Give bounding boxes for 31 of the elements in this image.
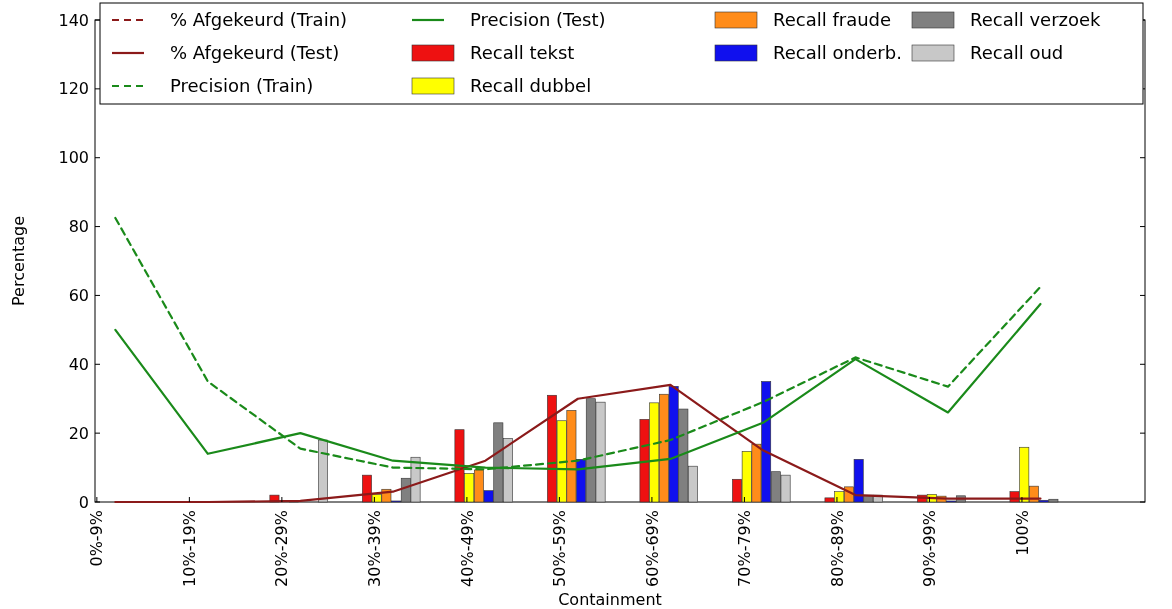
legend-label: Recall dubbel [470, 75, 592, 97]
x-axis-title: Containment [558, 590, 662, 609]
y-tick-label: 20 [68, 423, 89, 443]
legend-label: % Afgekeurd (Train) [170, 9, 348, 31]
x-tick-label: 20%-29% [272, 510, 292, 587]
y-tick-label: 40 [68, 354, 89, 374]
x-tick-label: 0%-9% [87, 510, 107, 567]
y-tick-label: 0 [78, 492, 89, 512]
x-tick-label: 40%-49% [457, 510, 477, 587]
x-tick-label: 10%-19% [179, 510, 199, 587]
legend-label: Precision (Train) [170, 75, 314, 97]
x-tick-label: 70%-79% [735, 510, 755, 587]
legend-label: Recall verzoek [970, 9, 1102, 31]
y-tick-label: 140 [58, 10, 89, 30]
legend-label: Recall fraude [773, 9, 892, 31]
x-tick-label: 100% [1012, 510, 1032, 556]
y-tick-label: 80 [68, 217, 89, 237]
y-axis-title: Percentage [9, 215, 28, 307]
y-tick-label: 60 [68, 286, 89, 306]
x-tick-label: 30%-39% [364, 510, 384, 587]
x-tick-label: 80%-89% [827, 510, 847, 587]
legend-label: Precision (Test) [470, 9, 606, 31]
legend-label: Recall oud [970, 42, 1064, 64]
x-tick-label: 60%-69% [642, 510, 662, 587]
x-tick-label: 50%-59% [550, 510, 570, 587]
legend-label: Recall onderb. [773, 42, 902, 64]
x-tick-label: 90%-99% [920, 510, 940, 587]
legend-label: Recall tekst [470, 42, 575, 64]
legend-label: % Afgekeurd (Test) [170, 42, 340, 64]
y-tick-label: 100 [58, 148, 89, 168]
y-tick-label: 120 [58, 79, 89, 99]
